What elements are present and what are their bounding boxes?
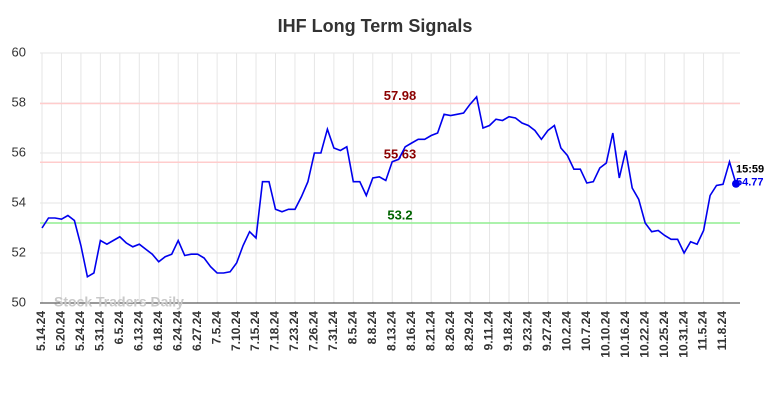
watermark: Stock Traders Daily [54,294,184,310]
x-tick-label: 10.22.24 [637,311,651,358]
x-tick-label: 9.27.24 [540,311,554,351]
x-tick-label: 9.23.24 [521,311,535,351]
x-tick-label: 8.13.24 [384,311,398,351]
x-tick-label: 7.23.24 [287,311,301,351]
x-tick-label: 10.2.24 [560,311,574,351]
x-tick-label: 10.16.24 [618,311,632,358]
x-tick-label: 5.24.24 [73,311,87,351]
x-tick-label: 9.11.24 [482,311,496,351]
x-tick-label: 6.24.24 [170,311,184,351]
x-tick-label: 6.27.24 [190,311,204,351]
x-tick-label: 5.31.24 [93,311,107,351]
y-tick-label: 60 [12,44,26,59]
x-tick-label: 11.8.24 [715,311,729,351]
x-tick-label: 8.21.24 [423,311,437,351]
x-tick-label: 10.10.24 [598,311,612,358]
x-tick-label: 8.8.24 [365,311,379,345]
last-point [732,179,740,188]
signal-label: 55.63 [384,147,417,162]
x-tick-label: 6.5.24 [112,311,126,345]
x-tick-label: 6.18.24 [151,311,165,351]
x-tick-label: 7.31.24 [326,311,340,351]
signal-label: 53.2 [387,207,412,222]
signal-label: 57.98 [384,88,417,103]
y-tick-label: 56 [12,144,26,159]
x-tick-label: 5.20.24 [54,311,68,351]
x-tick-label: 7.10.24 [229,311,243,351]
x-tick-label: 10.7.24 [579,311,593,351]
x-tick-label: 8.5.24 [345,311,359,345]
y-tick-label: 54 [12,194,26,209]
x-tick-label: 8.16.24 [404,311,418,351]
y-tick-label: 50 [12,294,26,309]
x-tick-label: 7.15.24 [248,311,262,351]
x-tick-label: 6.13.24 [131,311,145,351]
chart-title: IHF Long Term Signals [278,16,473,36]
price-line [41,95,737,279]
last-time: 15:59 [736,164,764,176]
x-tick-label: 8.29.24 [462,311,476,351]
x-tick-label: 10.31.24 [676,311,690,358]
y-tick-label: 52 [12,244,26,259]
x-tick-label: 8.26.24 [443,311,457,351]
last-value: 54.77 [736,177,764,189]
y-tick-label: 58 [12,94,26,109]
x-tick-label: 9.18.24 [501,311,515,351]
x-tick-label: 7.5.24 [209,311,223,345]
x-tick-label: 7.26.24 [307,311,321,351]
x-tick-label: 5.14.24 [34,311,48,351]
x-tick-label: 10.25.24 [657,311,671,358]
x-tick-label: 7.18.24 [268,311,282,351]
x-tick-label: 11.5.24 [696,311,710,351]
